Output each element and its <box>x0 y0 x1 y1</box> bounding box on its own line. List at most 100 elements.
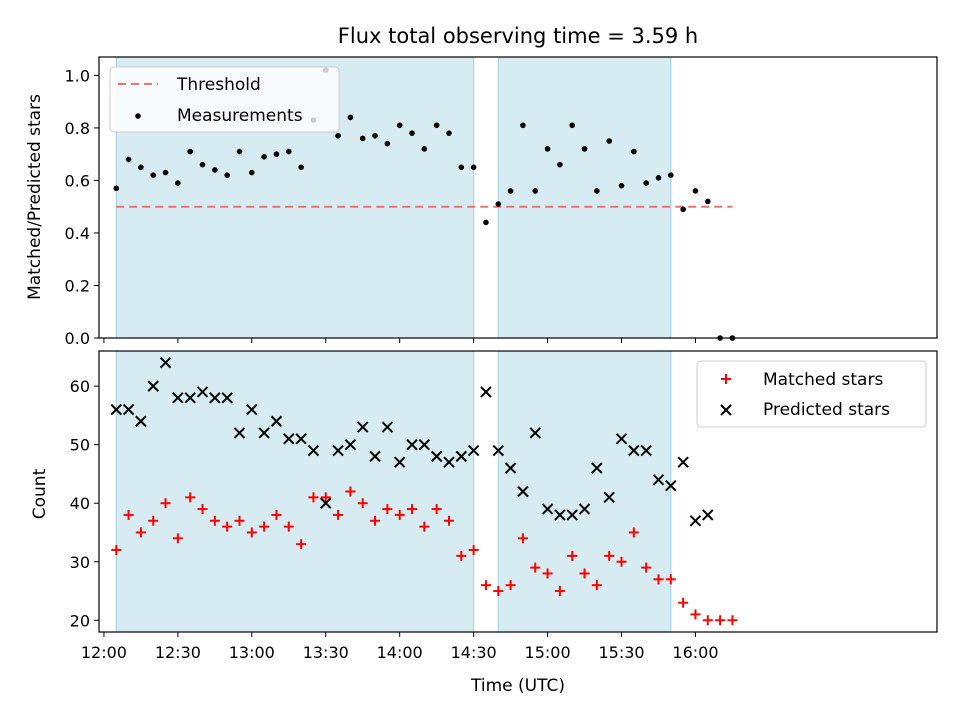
predicted-star-mark <box>443 456 455 468</box>
predicted-star-point <box>430 450 443 463</box>
measurement-point <box>643 180 649 186</box>
predicted-star-point <box>504 462 517 474</box>
measurement-point <box>446 130 452 136</box>
predicted-star-mark <box>233 427 246 439</box>
predicted-star-point <box>332 444 344 457</box>
measurement-point <box>532 188 539 194</box>
measurement-point <box>483 219 489 226</box>
predicted-star-point <box>357 421 369 433</box>
predicted-star-point <box>652 474 665 486</box>
y-tick-label: 0.6 <box>65 171 90 190</box>
y-tick-label: 0.0 <box>65 329 90 348</box>
measurement-point <box>125 156 132 163</box>
predicted-star-mark <box>504 462 517 474</box>
measurement-point <box>557 161 563 168</box>
measurement-point <box>113 185 120 192</box>
predicted-star-mark <box>283 433 295 445</box>
matched-star-point <box>456 550 467 561</box>
predicted-star-point <box>159 357 172 369</box>
matched-star-point <box>431 504 442 515</box>
matched-star-point <box>209 515 220 526</box>
matched-star-point <box>480 580 491 591</box>
predicted-star-mark <box>122 403 135 416</box>
y-tick-label: 0.2 <box>65 276 90 295</box>
measurement-point <box>298 164 304 171</box>
y-tick-label: 0.8 <box>65 119 90 138</box>
x-tick-label: 12:30 <box>155 643 201 662</box>
measurement-point <box>175 180 181 186</box>
predicted-star-point <box>640 444 652 457</box>
predicted-star-mark <box>430 450 443 463</box>
predicted-star-point <box>172 392 184 404</box>
matched-star-point <box>382 504 393 515</box>
matched-star-point <box>542 568 553 579</box>
matched-star-point <box>123 509 134 520</box>
matched-star-point <box>702 615 713 626</box>
x-tick-label: 16:00 <box>672 643 718 662</box>
measurement-point <box>655 175 662 181</box>
predicted-star-mark <box>554 509 566 521</box>
measurement-point <box>199 161 206 168</box>
measurement-point <box>618 182 625 189</box>
predicted-star-mark <box>369 450 381 463</box>
measurement-point <box>384 140 391 147</box>
predicted-star-point <box>591 462 603 474</box>
measurement-point <box>458 164 465 171</box>
legend-box <box>109 66 340 133</box>
matched-star-point <box>505 580 516 591</box>
x-tick-label: 15:30 <box>598 643 644 662</box>
predicted-star-point <box>135 415 147 427</box>
predicted-star-mark <box>591 462 603 474</box>
predicted-star-point <box>603 491 615 504</box>
measurement-point <box>187 148 193 155</box>
predicted-star-point <box>467 444 480 457</box>
matched-star-point <box>320 492 331 503</box>
predicted-star-mark <box>640 444 652 457</box>
top-panel: 0.0 0.2 0.4 0.6 0.8 1.0 Threshold Measurements <box>65 56 938 348</box>
predicted-star-mark <box>517 485 529 498</box>
matched-star-point <box>345 486 356 497</box>
predicted-star-point <box>184 392 196 404</box>
matched-star-point <box>678 597 689 608</box>
measurement-point <box>347 114 354 121</box>
predicted-star-mark <box>455 450 468 463</box>
predicted-star-mark <box>172 392 184 404</box>
predicted-star-point <box>677 456 689 468</box>
predicted-star-point <box>455 450 468 463</box>
plot-frame <box>98 56 938 339</box>
matched-star-point <box>357 498 368 509</box>
legend-threshold-label: Threshold <box>176 75 261 95</box>
matched-star-point <box>665 574 676 585</box>
predicted-star-mark <box>357 421 369 433</box>
predicted-star-mark <box>702 509 714 521</box>
matched-star-point <box>135 527 146 538</box>
predicted-star-point <box>492 444 504 457</box>
measurement-point <box>396 122 403 129</box>
measurement-point <box>335 132 341 139</box>
predicted-star-mark <box>492 444 504 457</box>
matched-star-point <box>111 545 122 556</box>
predicted-star-mark <box>147 380 159 392</box>
measurement-point <box>433 122 440 129</box>
measurement-point <box>507 188 514 194</box>
predicted-star-mark <box>652 474 665 486</box>
measurement-point <box>544 146 551 152</box>
matched-star-point <box>690 609 701 620</box>
matched-star-point <box>653 574 664 585</box>
predicted-star-point <box>541 503 554 515</box>
matched-star-point <box>197 504 208 515</box>
predicted-star-mark <box>184 392 196 404</box>
predicted-star-point <box>578 503 591 515</box>
predicted-star-mark <box>159 357 172 369</box>
predicted-star-mark <box>307 444 320 457</box>
predicted-star-point <box>443 456 455 468</box>
predicted-star-point <box>529 427 541 439</box>
y-tick-label: 30 <box>70 553 90 572</box>
measurement-point <box>409 130 415 136</box>
x-axis-label: Time (UTC) <box>470 676 565 696</box>
measurement-point <box>606 138 612 144</box>
predicted-star-mark <box>135 415 147 427</box>
predicted-star-point <box>554 509 566 521</box>
